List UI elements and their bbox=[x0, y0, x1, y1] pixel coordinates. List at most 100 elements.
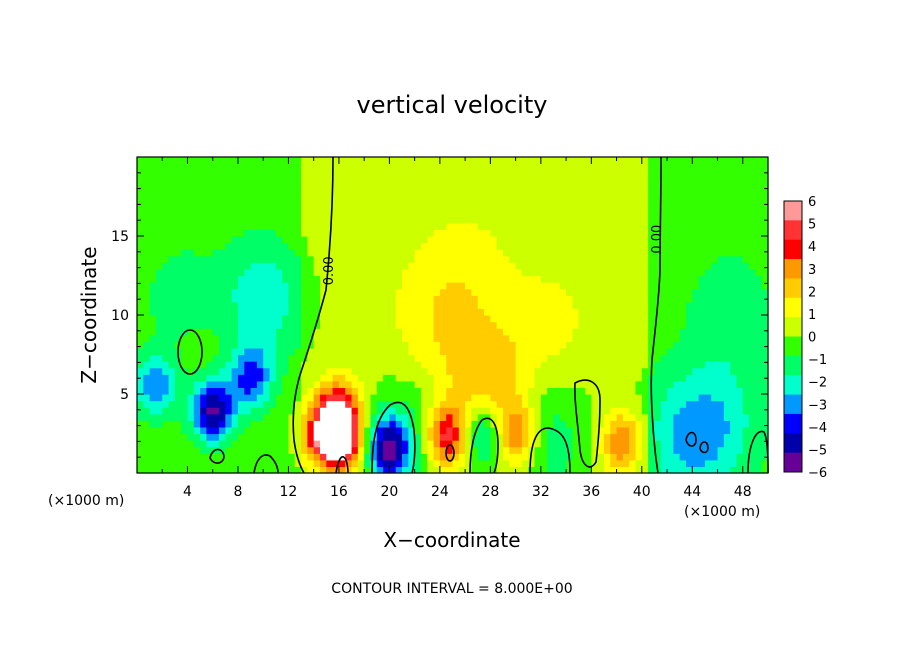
field-cell bbox=[553, 222, 561, 231]
field-cell bbox=[635, 216, 643, 224]
field-cell bbox=[326, 361, 334, 369]
field-cell bbox=[597, 308, 605, 316]
field-cell bbox=[174, 170, 182, 178]
field-cell bbox=[648, 262, 656, 270]
field-cell bbox=[250, 157, 258, 165]
field-cell bbox=[174, 446, 182, 454]
field-cell bbox=[698, 413, 706, 421]
field-cell bbox=[288, 295, 296, 303]
field-cell bbox=[559, 275, 567, 283]
field-cell bbox=[458, 295, 466, 303]
field-cell bbox=[250, 459, 258, 468]
field-cell bbox=[433, 466, 441, 474]
field-cell bbox=[155, 453, 163, 461]
field-cell bbox=[679, 426, 687, 435]
field-cell bbox=[654, 209, 662, 217]
field-cell bbox=[332, 216, 340, 224]
field-cell bbox=[578, 216, 586, 224]
field-cell bbox=[376, 308, 384, 316]
field-cell bbox=[585, 354, 592, 362]
field-cell bbox=[635, 446, 643, 454]
field-cell bbox=[534, 249, 542, 257]
field-cell bbox=[357, 222, 365, 231]
field-cell bbox=[553, 203, 561, 211]
field-cell bbox=[225, 400, 233, 408]
field-cell bbox=[572, 374, 580, 382]
field-cell bbox=[439, 183, 447, 191]
field-cell bbox=[237, 400, 245, 408]
field-cell bbox=[282, 466, 290, 474]
field-cell bbox=[521, 236, 529, 244]
field-cell bbox=[206, 301, 214, 310]
field-cell bbox=[723, 249, 731, 257]
field-cell bbox=[540, 367, 548, 375]
field-cell bbox=[364, 242, 372, 250]
field-cell bbox=[667, 288, 674, 296]
field-cell bbox=[275, 341, 283, 349]
field-cell bbox=[162, 407, 170, 415]
field-cell bbox=[553, 446, 561, 454]
field-cell bbox=[439, 249, 447, 257]
field-cell bbox=[137, 268, 144, 277]
field-cell bbox=[301, 236, 308, 244]
field-cell bbox=[288, 407, 296, 415]
field-cell bbox=[603, 315, 611, 323]
field-cell bbox=[660, 255, 668, 263]
field-cell bbox=[376, 203, 384, 211]
field-cell bbox=[603, 440, 611, 448]
field-cell bbox=[534, 374, 542, 382]
field-cell bbox=[307, 315, 315, 323]
field-cell bbox=[742, 189, 750, 198]
field-cell bbox=[471, 466, 479, 474]
field-cell bbox=[597, 433, 605, 441]
field-cell bbox=[477, 367, 485, 375]
field-cell bbox=[458, 176, 466, 184]
field-cell bbox=[244, 315, 252, 323]
field-cell bbox=[237, 328, 245, 336]
field-cell bbox=[256, 367, 264, 375]
field-cell bbox=[704, 222, 712, 231]
field-cell bbox=[319, 374, 327, 382]
field-cell bbox=[484, 288, 491, 296]
field-cell bbox=[174, 163, 182, 171]
field-cell bbox=[168, 334, 176, 342]
field-cell bbox=[452, 459, 460, 468]
field-cell bbox=[237, 374, 245, 382]
field-cell bbox=[692, 275, 700, 283]
field-cell bbox=[717, 203, 725, 211]
field-cell bbox=[269, 249, 277, 257]
field-cell bbox=[679, 374, 687, 382]
field-cell bbox=[433, 354, 441, 362]
field-cell bbox=[610, 440, 618, 448]
field-cell bbox=[370, 321, 378, 329]
field-cell bbox=[698, 407, 706, 415]
field-cell bbox=[433, 255, 441, 263]
field-cell bbox=[711, 354, 719, 362]
field-cell bbox=[313, 170, 321, 178]
field-cell bbox=[484, 433, 491, 441]
field-cell bbox=[155, 209, 163, 217]
field-cell bbox=[679, 387, 687, 395]
field-cell bbox=[376, 361, 384, 369]
field-cell bbox=[465, 453, 473, 461]
field-cell bbox=[446, 229, 454, 237]
field-cell bbox=[540, 163, 548, 171]
field-cell bbox=[521, 328, 529, 336]
field-cell bbox=[174, 295, 182, 303]
field-cell bbox=[326, 295, 334, 303]
field-cell bbox=[351, 229, 359, 237]
field-cell bbox=[231, 446, 239, 454]
field-cell bbox=[452, 413, 460, 421]
field-cell bbox=[679, 413, 687, 421]
field-cell bbox=[313, 288, 321, 296]
field-cell bbox=[641, 446, 649, 454]
field-cell bbox=[395, 301, 403, 310]
field-cell bbox=[749, 433, 756, 441]
field-cell bbox=[269, 275, 277, 283]
field-cell bbox=[490, 361, 498, 369]
field-cell bbox=[250, 262, 258, 270]
field-cell bbox=[181, 255, 189, 263]
field-cell bbox=[547, 216, 555, 224]
field-cell bbox=[439, 334, 447, 342]
field-cell bbox=[711, 347, 719, 356]
